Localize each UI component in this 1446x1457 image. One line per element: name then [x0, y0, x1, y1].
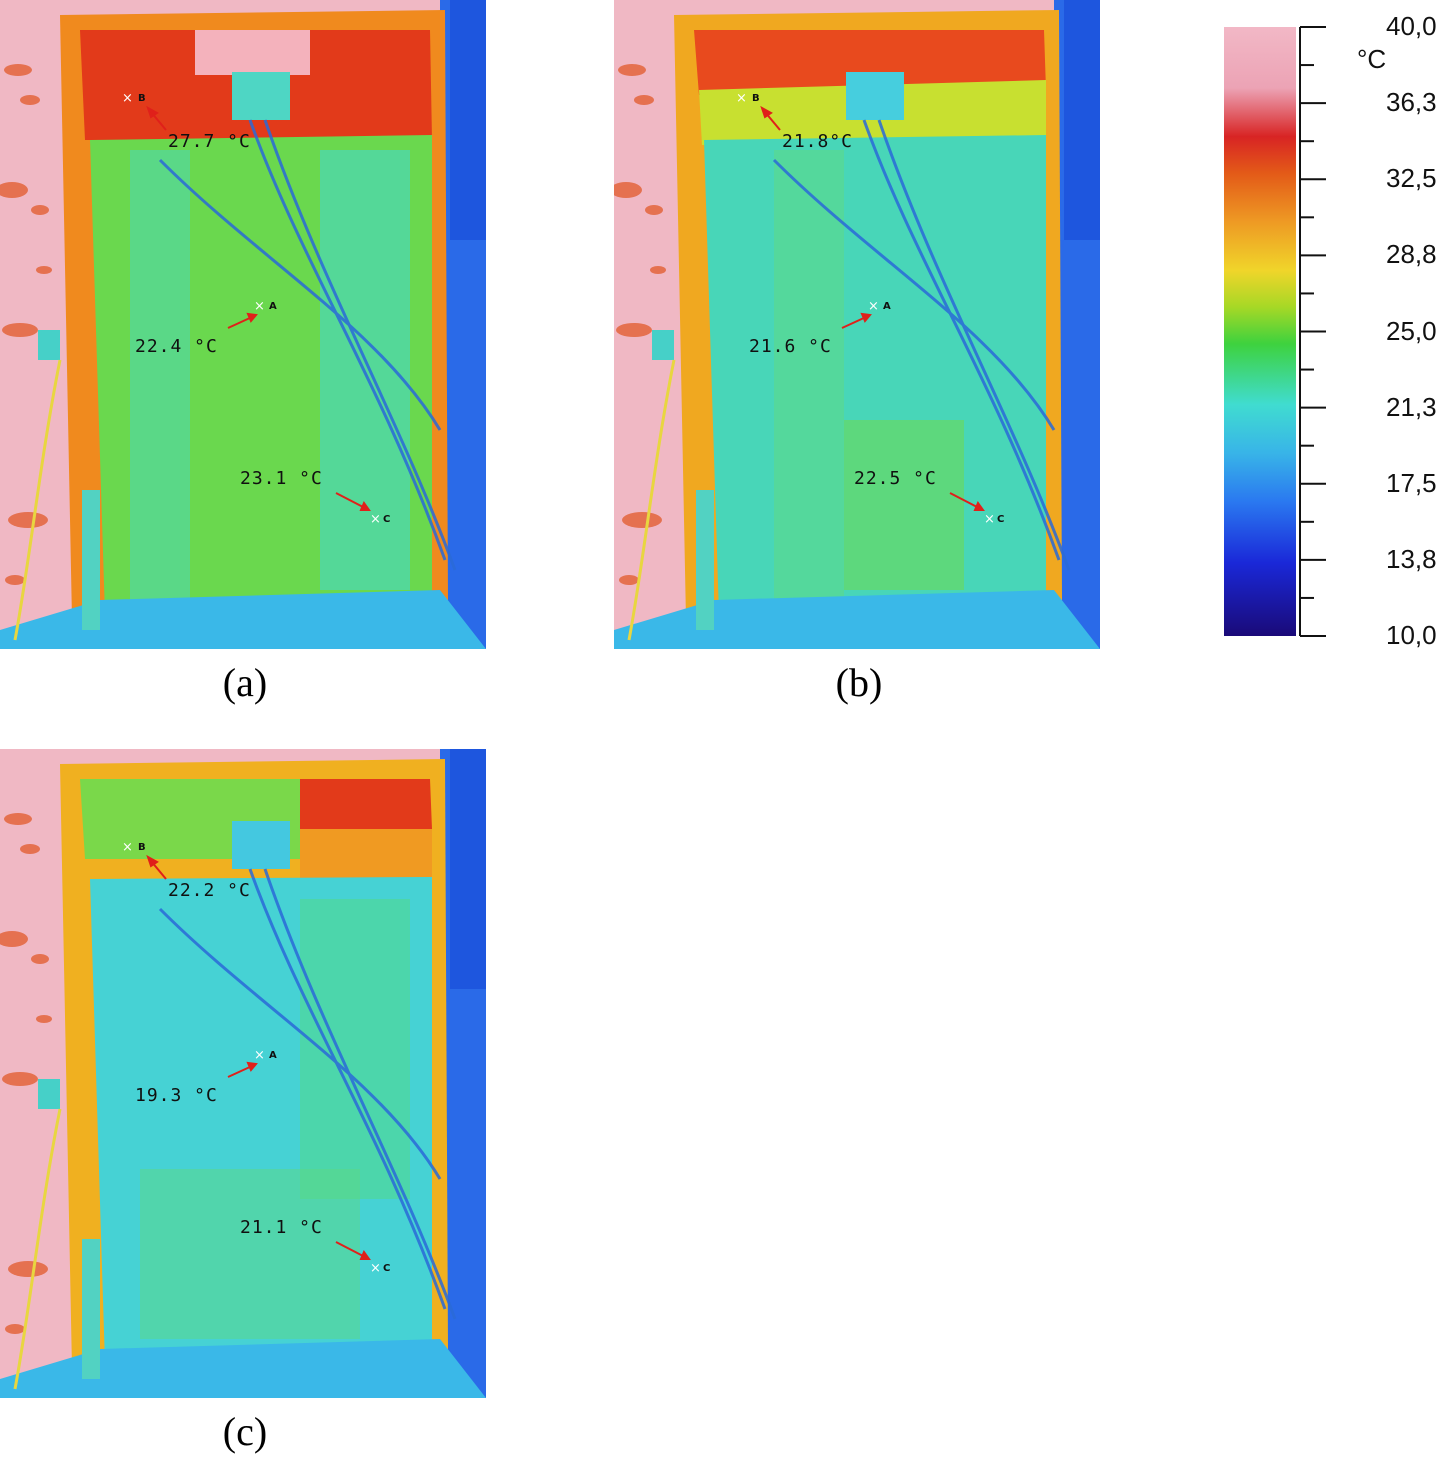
thermal-image-b: × B × A × C 21.8°C 21.6 °C 22.5 °C	[614, 0, 1100, 649]
caption-b: (b)	[835, 660, 883, 705]
point-label-c: C	[383, 514, 391, 525]
reading-a: 22.4 °C	[135, 336, 218, 357]
point-label-a: A	[883, 301, 891, 312]
point-label-c: C	[997, 514, 1005, 525]
reading-c: 23.1 °C	[240, 468, 323, 489]
thermal-scene	[0, 749, 486, 1398]
marker-a-icon: ×	[254, 1048, 265, 1063]
reading-b: 27.7 °C	[168, 131, 251, 152]
point-label-a: A	[269, 1050, 277, 1061]
thermal-image-a: × B × A × C 27.7 °C 22.4 °C 23.1 °C	[0, 0, 486, 649]
marker-b-icon: ×	[122, 91, 133, 106]
reading-c: 21.1 °C	[240, 1217, 323, 1238]
marker-b-icon: ×	[122, 840, 133, 855]
colorbar-tick-label: 17,5	[1386, 467, 1437, 498]
colorbar-tick-label: 13,8	[1386, 543, 1437, 574]
colorbar-tick-label: 25,0	[1386, 315, 1437, 346]
colorbar-axis	[1299, 26, 1326, 637]
colorbar-tick-label: 10,0	[1386, 620, 1437, 650]
reading-a: 21.6 °C	[749, 336, 832, 357]
point-label-b: B	[752, 93, 760, 104]
reading-b: 21.8°C	[782, 131, 854, 152]
thermal-scene	[0, 0, 486, 649]
marker-c-icon: ×	[984, 512, 995, 527]
reading-a: 19.3 °C	[135, 1085, 218, 1106]
thermal-image-c: × B × A × C 22.2 °C 19.3 °C 21.1 °C	[0, 749, 486, 1398]
point-label-a: A	[269, 301, 277, 312]
temperature-colorbar	[1224, 27, 1296, 636]
marker-b-icon: ×	[736, 91, 747, 106]
marker-c-icon: ×	[370, 1261, 381, 1276]
reading-c: 22.5 °C	[854, 468, 937, 489]
marker-a-icon: ×	[868, 299, 879, 314]
colorbar-tick-label: 32,5	[1386, 163, 1437, 194]
colorbar-tick-label: 21,3	[1386, 391, 1437, 422]
point-label-b: B	[138, 842, 146, 853]
caption-c: (c)	[222, 1409, 268, 1454]
point-label-c: C	[383, 1263, 391, 1274]
reading-b: 22.2 °C	[168, 880, 251, 901]
marker-a-icon: ×	[254, 299, 265, 314]
point-label-b: B	[138, 93, 146, 104]
colorbar-tick-label: 40,0	[1386, 11, 1437, 41]
thermal-scene	[614, 0, 1100, 649]
colorbar-unit: °C	[1357, 44, 1387, 74]
caption-a: (a)	[222, 660, 268, 705]
marker-c-icon: ×	[370, 512, 381, 527]
colorbar-tick-label: 36,3	[1386, 87, 1437, 118]
colorbar-tick-label: 28,8	[1386, 239, 1437, 270]
